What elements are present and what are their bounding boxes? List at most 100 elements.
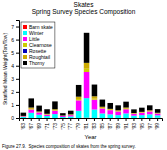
- tick-label: '89: [115, 123, 121, 130]
- bar-segment: [123, 108, 129, 109]
- bar-segment: [21, 117, 27, 118]
- tick-label: 2: [11, 89, 14, 95]
- bar-segment: [100, 113, 106, 118]
- bar-segment: [131, 114, 137, 116]
- bar-segment: [115, 111, 121, 115]
- tick: '77: [67, 118, 73, 130]
- tick-label: '93: [131, 123, 137, 130]
- tick-mark: [62, 118, 63, 121]
- caption: Figure 27.9. Species composition of skat…: [2, 144, 136, 149]
- bar-segment: [44, 109, 50, 114]
- tick: '99: [154, 118, 160, 130]
- bar-segment: [100, 100, 106, 107]
- tick: '81: [83, 118, 89, 130]
- bar-segment: [92, 85, 98, 97]
- tick: 7: [11, 24, 19, 30]
- bar-segment: [28, 98, 34, 107]
- legend-label: Thorny: [29, 60, 45, 66]
- bar-segment: [123, 113, 129, 118]
- tick-label: 1: [11, 102, 14, 108]
- tick-label: '91: [123, 123, 129, 130]
- tick-label: 5: [11, 50, 14, 56]
- bar-segment: [107, 110, 113, 114]
- tick-mark: [16, 66, 19, 67]
- bar-segment: [155, 113, 161, 114]
- tick: '91: [123, 118, 129, 130]
- bar-segment: [21, 118, 27, 119]
- tick: '97: [147, 118, 153, 130]
- legend-swatch: [23, 49, 27, 53]
- bar-segment: [115, 115, 121, 118]
- tick-label: '73: [52, 123, 58, 130]
- bar-segment: [139, 112, 145, 113]
- bar-segment: [36, 106, 42, 112]
- tick: 0: [11, 115, 19, 121]
- tick-label: '81: [83, 123, 89, 130]
- bar-segment: [115, 105, 121, 110]
- bar-segment: [100, 107, 106, 108]
- tick-label: 4: [11, 63, 14, 69]
- bar-segment: [100, 108, 106, 113]
- bar-segment: [147, 114, 153, 118]
- tick-mark: [31, 118, 32, 121]
- bar-segment: [123, 108, 129, 110]
- bar-segment: [92, 100, 98, 110]
- bar-segment: [60, 116, 66, 117]
- tick: 6: [11, 37, 19, 43]
- tick: '89: [115, 118, 121, 130]
- series-bars: [21, 63, 161, 116]
- bar-segment: [155, 109, 161, 113]
- tick-label: '99: [154, 123, 160, 130]
- tick: '83: [91, 118, 97, 130]
- bar-segment: [147, 111, 153, 112]
- bar-segment: [68, 115, 74, 116]
- bar-segment: [92, 99, 98, 100]
- y-axis-title: Stratified Mean Weight(Ton/Tow): [2, 33, 8, 105]
- tick: 4: [11, 63, 19, 69]
- bar-segment: [131, 113, 137, 114]
- bar-segment: [52, 110, 58, 111]
- tick-mark: [157, 118, 158, 121]
- bar-segment: [68, 116, 74, 118]
- legend-swatch: [23, 25, 27, 29]
- bar-segment: [36, 112, 42, 113]
- tick-mark: [102, 118, 103, 121]
- legend-frame: [21, 22, 55, 68]
- bar-segment: [68, 111, 74, 115]
- tick-label: 3: [11, 76, 14, 82]
- bar-segment: [52, 114, 58, 118]
- legend-swatch: [23, 61, 27, 65]
- bar-segment: [139, 113, 145, 115]
- tick-mark: [141, 118, 142, 121]
- bar-segment: [44, 115, 50, 116]
- title: SkatesSpring Survey Species Composition: [32, 1, 136, 16]
- tick-mark: [78, 118, 79, 121]
- bar-segment: [84, 98, 90, 118]
- series-bars: [21, 72, 161, 117]
- legend: Barn skateWinterLittleClearnoseRosetteRo…: [21, 22, 55, 68]
- tick-label: '75: [60, 123, 66, 130]
- bar-segment: [76, 100, 82, 110]
- bar-segment: [28, 108, 34, 109]
- series-bars: [21, 98, 161, 118]
- tick-label: '77: [67, 123, 73, 130]
- tick-mark: [16, 27, 19, 28]
- bar-segment: [123, 109, 129, 113]
- bar-segment: [92, 110, 98, 118]
- bar-segment: [36, 112, 42, 113]
- tick-label: '67: [28, 123, 34, 130]
- tick-label: 0: [11, 115, 14, 121]
- bar-segment: [28, 113, 34, 118]
- bar-segment: [100, 107, 106, 109]
- axis-line: [20, 119, 163, 122]
- tick-mark: [16, 92, 19, 93]
- bar-segment: [28, 108, 34, 109]
- bar-segment: [68, 114, 74, 115]
- tick: '63: [20, 118, 26, 130]
- bar-segment: [68, 114, 74, 115]
- bar-segment: [107, 114, 113, 118]
- bar-segment: [84, 72, 90, 98]
- bar-segment: [147, 111, 153, 114]
- tick-label: 7: [11, 24, 14, 30]
- bar-segment: [28, 110, 34, 113]
